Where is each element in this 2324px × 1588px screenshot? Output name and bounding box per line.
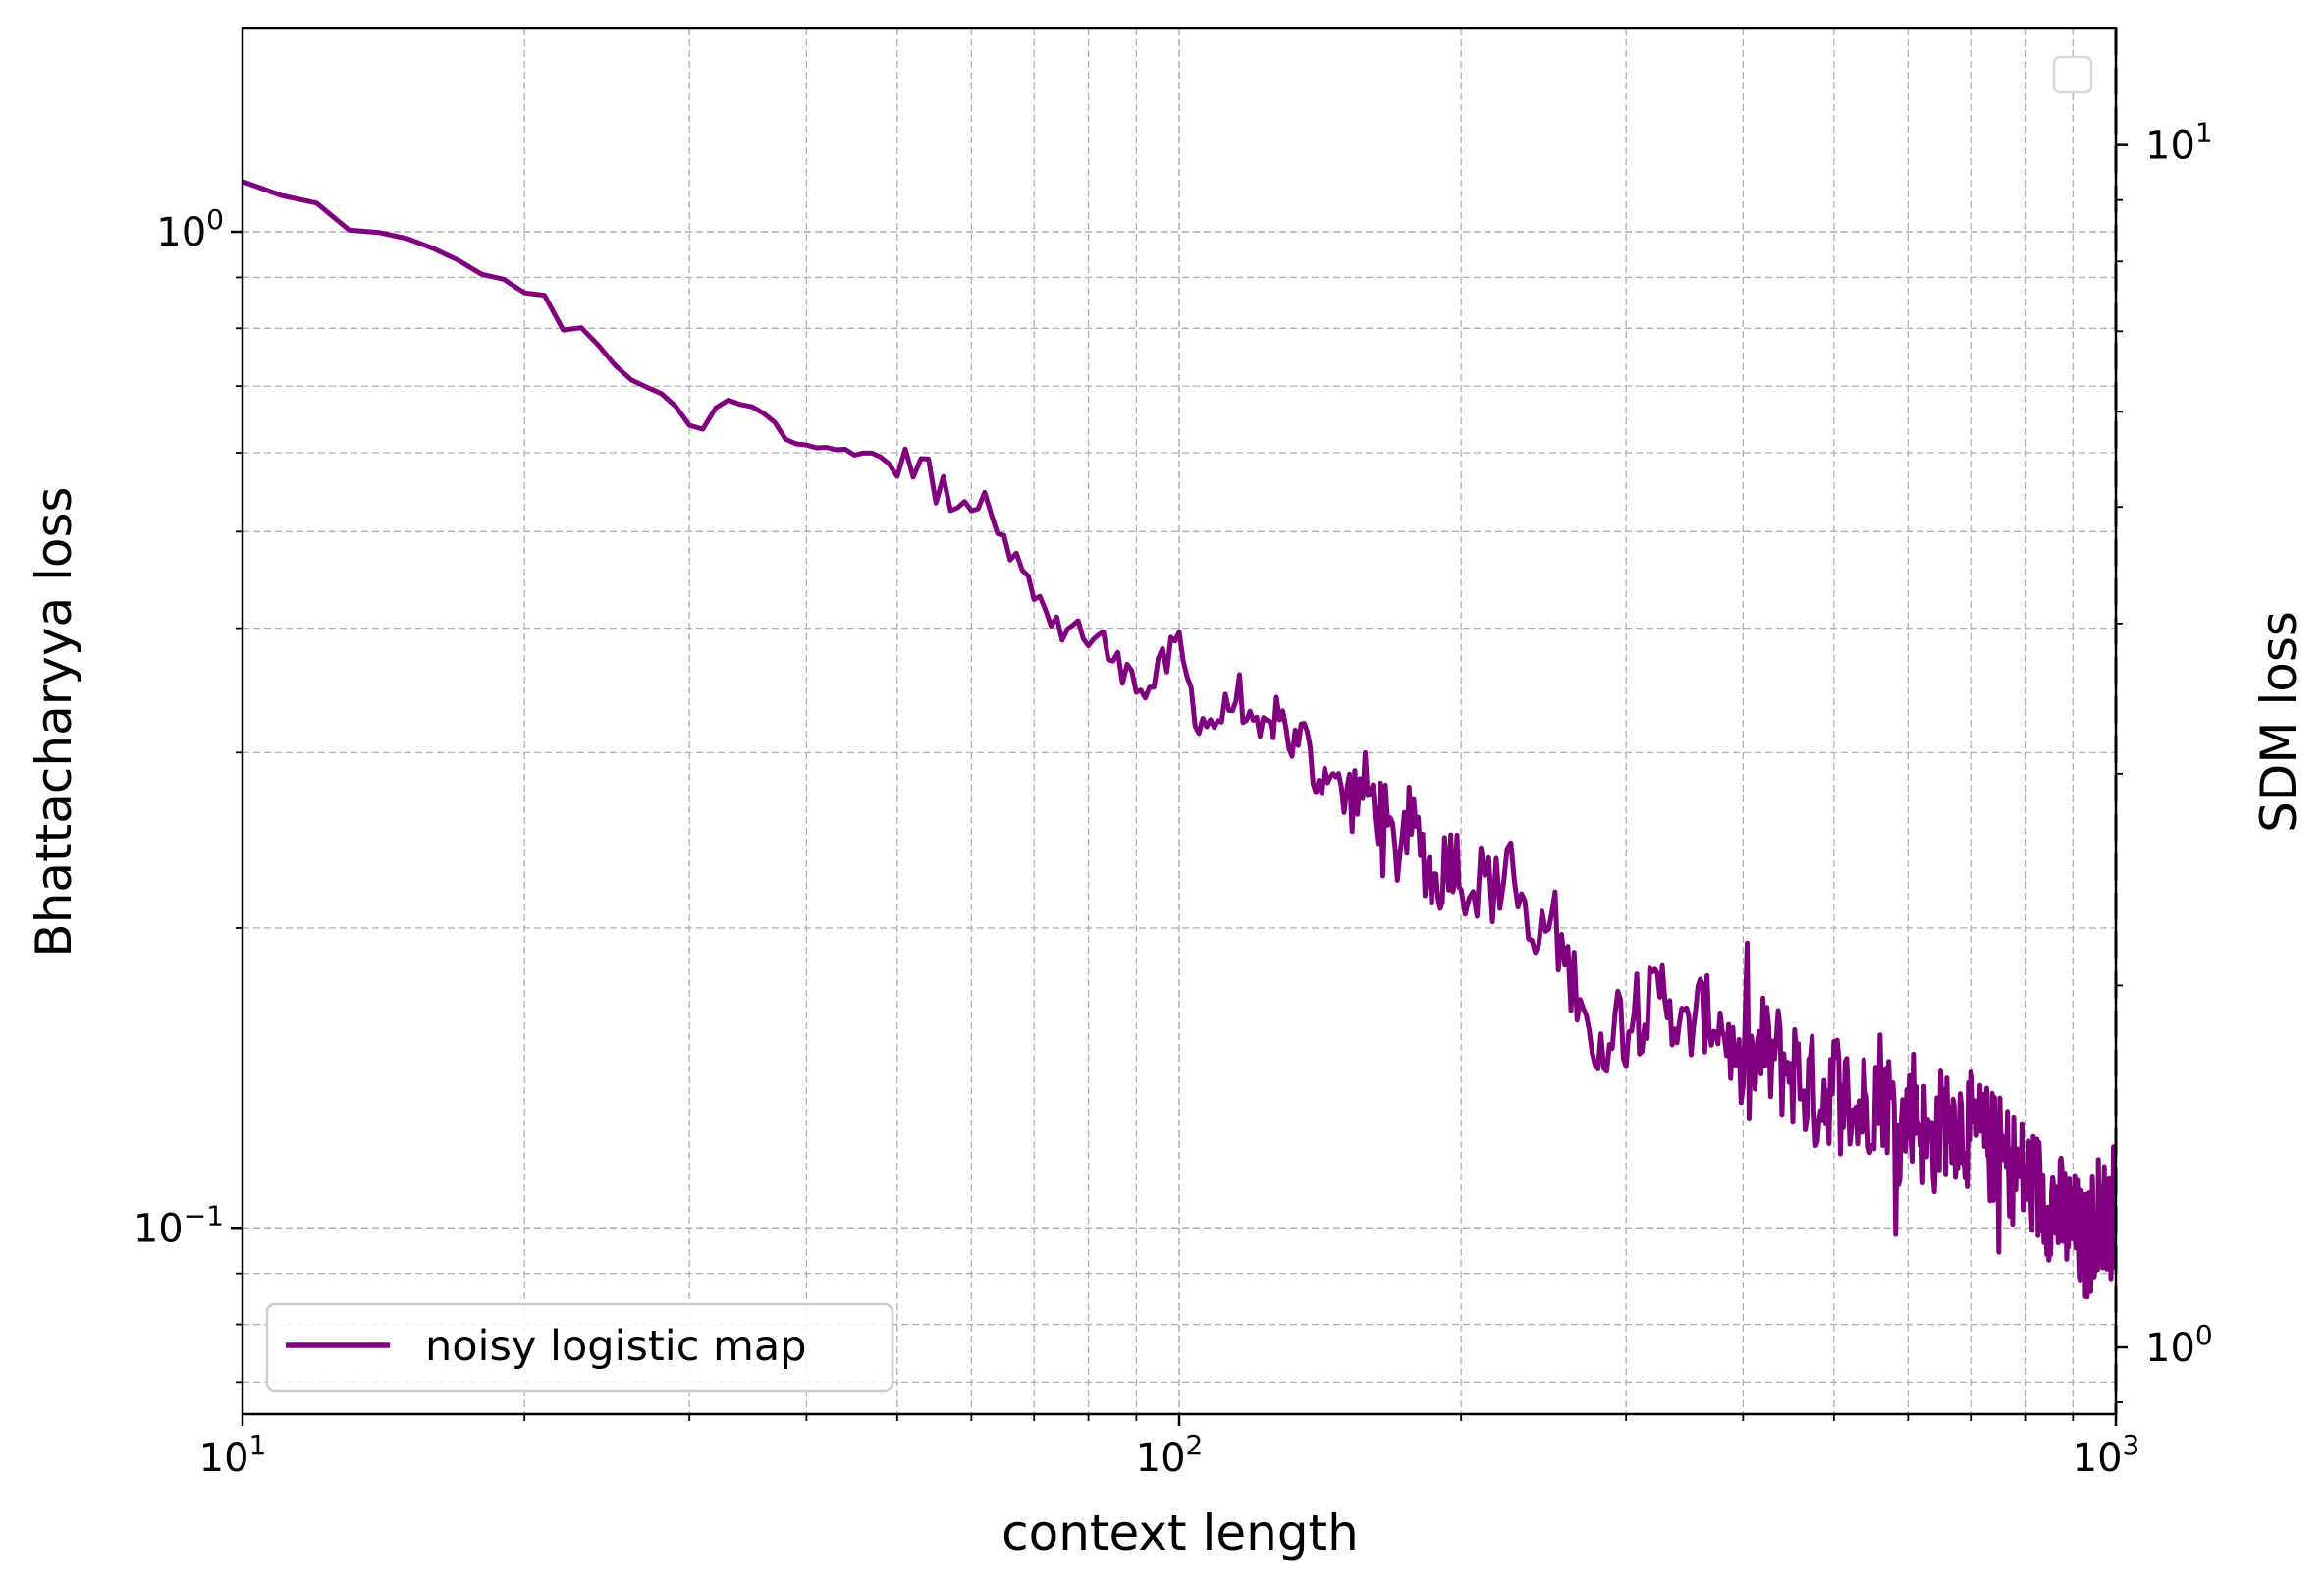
series-layer [243, 179, 2116, 1300]
series-line-noisy-logistic-map [243, 179, 2116, 1300]
y2-axis-label: SDM loss [2250, 611, 2307, 833]
legend: noisy logistic map [265, 1302, 894, 1393]
grid-lines [243, 28, 2116, 1414]
x-tick-label: 102 [1136, 1429, 1204, 1481]
y-tick-label: 100 [156, 203, 224, 255]
legend-frame [265, 1302, 894, 1393]
x-axis-label: context length [1001, 1505, 1359, 1561]
y2-tick-label: 100 [2145, 1319, 2213, 1371]
y-axis-ticks: 100 10−1 [134, 203, 243, 1384]
x-axis-ticks: 101 102 103 [199, 1414, 2140, 1481]
x-tick-label: 101 [199, 1429, 267, 1481]
empty-legend-box [2052, 55, 2093, 94]
y2-tick-label: 101 [2145, 117, 2213, 169]
y-axis-label: Bhattacharyya loss [26, 486, 82, 957]
y-tick-label: 10−1 [134, 1199, 224, 1251]
legend-label: noisy logistic map [425, 1322, 807, 1371]
y2-axis-ticks: 101 100 [2116, 117, 2213, 1403]
x-tick-label: 103 [2073, 1429, 2140, 1481]
